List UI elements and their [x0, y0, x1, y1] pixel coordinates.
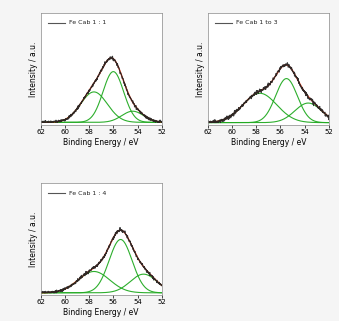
X-axis label: Binding Energy / eV: Binding Energy / eV: [63, 138, 139, 147]
Y-axis label: Intensity / a.u.: Intensity / a.u.: [196, 41, 205, 97]
X-axis label: Binding Energy / eV: Binding Energy / eV: [63, 308, 139, 317]
Text: Fe Cab 1 : 1: Fe Cab 1 : 1: [68, 21, 106, 25]
Text: Fe Cab 1 : 4: Fe Cab 1 : 4: [68, 191, 106, 196]
Y-axis label: Intensity / a.u.: Intensity / a.u.: [29, 41, 38, 97]
Text: Fe Cab 1 to 3: Fe Cab 1 to 3: [236, 21, 277, 25]
Y-axis label: Intensity / a.u.: Intensity / a.u.: [29, 212, 38, 267]
X-axis label: Binding Energy / eV: Binding Energy / eV: [231, 138, 306, 147]
